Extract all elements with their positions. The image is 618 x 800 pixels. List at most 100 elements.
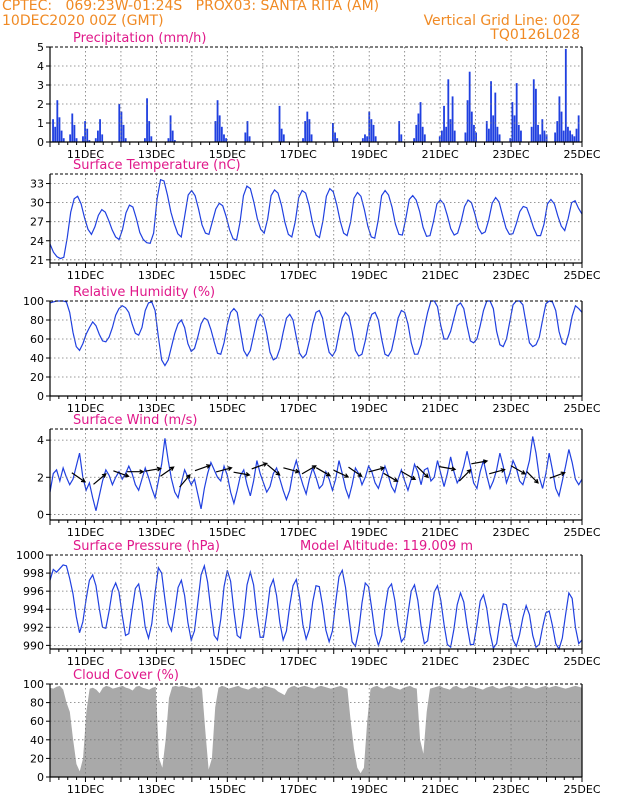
- precip-bar: [464, 132, 467, 142]
- precip-bar: [169, 115, 172, 142]
- precip-bar: [60, 130, 63, 142]
- precip-bar: [244, 132, 247, 142]
- precip-bar: [468, 71, 471, 142]
- wind-arrow: [266, 464, 281, 476]
- x-tick-label: 13DEC: [138, 655, 175, 668]
- precip-bar: [564, 48, 567, 142]
- precip-bar: [58, 117, 61, 142]
- precip-bar: [216, 100, 219, 142]
- precip-bar: [361, 138, 364, 142]
- wind-arrow: [549, 471, 566, 479]
- header-line1: CPTEC: 069:23W-01:24S PROX03: SANTA RITA…: [2, 0, 380, 14]
- precip-bar: [310, 134, 313, 142]
- x-tick-label: 19DEC: [351, 783, 388, 796]
- precip-bar: [374, 136, 377, 142]
- precip-bar: [171, 130, 174, 142]
- wind-arrow: [93, 473, 107, 485]
- y-tick-label: 21: [30, 254, 44, 267]
- precip-bar: [304, 121, 307, 142]
- precip-bar: [223, 134, 225, 142]
- x-tick-label: 23DEC: [493, 148, 530, 161]
- x-tick-label: 15DEC: [209, 269, 246, 282]
- panel-4: 0 2 4 11DEC 13DEC 15DEC 17DEC 19DEC 21DEC 23DEC 25…: [37, 413, 601, 539]
- precip-bar: [539, 134, 542, 142]
- x-tick-label: 11DEC: [67, 148, 104, 161]
- y-tick-label: 30: [30, 197, 44, 210]
- x-tick-label: 23DEC: [493, 269, 530, 282]
- y-tick-label: 0: [37, 390, 44, 403]
- x-tick-label: 15DEC: [209, 402, 246, 415]
- wind-arrow: [458, 468, 472, 482]
- precip-bar: [278, 105, 281, 142]
- x-tick-label: 19DEC: [351, 655, 388, 668]
- precip-bar: [99, 119, 101, 142]
- precip-bar: [97, 130, 99, 142]
- panel-title: Surface Temperature (nC): [73, 158, 241, 173]
- precip-bar: [530, 126, 533, 142]
- x-tick-label: 25DEC: [563, 526, 600, 539]
- y-tick-label: 60: [30, 715, 44, 728]
- x-tick-label: 19DEC: [351, 402, 388, 415]
- y-tick-label: 998: [23, 567, 44, 580]
- x-tick-label: 13DEC: [138, 783, 175, 796]
- precip-bar: [515, 83, 518, 142]
- precip-bar: [306, 111, 309, 142]
- x-tick-label: 23DEC: [493, 526, 530, 539]
- precip-bar: [423, 134, 426, 142]
- wind-arrow: [368, 466, 386, 473]
- precip-bar: [148, 121, 151, 142]
- y-tick-label: 20: [30, 371, 44, 384]
- precip-bar: [214, 121, 217, 142]
- precip-bar: [440, 130, 443, 142]
- wind-arrow: [179, 473, 191, 488]
- y-tick-label: 80: [30, 314, 44, 327]
- panel-3: 0 20 40 60 80 100 11DEC 13DEC 15DEC 17DEC 19DEC 21D…: [23, 285, 601, 415]
- precip-bar: [421, 126, 424, 142]
- y-tick-label: 994: [23, 603, 44, 616]
- precip-bar: [575, 128, 578, 142]
- y-tick-label: 3: [37, 79, 44, 92]
- precip-bar: [453, 130, 456, 142]
- precip-bar: [334, 132, 336, 142]
- x-tick-label: 17DEC: [280, 526, 317, 539]
- precip-bar: [280, 128, 283, 142]
- cloud-cover-area: [50, 685, 582, 777]
- y-tick-label: 996: [23, 585, 44, 598]
- x-tick-label: 15DEC: [209, 783, 246, 796]
- series-line: [49, 178, 583, 260]
- x-tick-label: 17DEC: [280, 655, 317, 668]
- wind-arrow: [333, 469, 350, 478]
- y-tick-label: 40: [30, 352, 44, 365]
- x-tick-label: 21DEC: [422, 783, 459, 796]
- precip-bar: [372, 124, 375, 142]
- precip-bar: [88, 140, 91, 142]
- wind-arrow: [144, 466, 162, 472]
- precip-bar: [492, 115, 495, 142]
- panel-5: 990 992 994 996 998 1000 11DEC 13DEC 15DEC 17DEC 1…: [16, 539, 601, 668]
- precip-bar: [71, 113, 74, 142]
- wind-arrow: [489, 468, 506, 475]
- precip-bar: [86, 128, 89, 142]
- y-tick-label: 2: [37, 471, 44, 484]
- precip-bar: [494, 92, 497, 142]
- precip-bar: [336, 138, 339, 142]
- precip-bar: [569, 130, 571, 142]
- x-tick-label: 25DEC: [563, 783, 600, 796]
- precip-bar: [282, 134, 285, 142]
- wind-arrow: [400, 470, 417, 481]
- x-tick-label: 21DEC: [422, 148, 459, 161]
- y-tick-label: 0: [37, 508, 44, 521]
- x-tick-label: 13DEC: [138, 148, 175, 161]
- x-tick-label: 11DEC: [67, 783, 104, 796]
- header-model-code: TQ0126L028: [490, 27, 580, 43]
- precip-bar: [225, 138, 228, 142]
- precip-bar: [370, 119, 373, 142]
- wind-arrow: [471, 459, 489, 465]
- panel-6: 0 20 40 60 80 100 11DEC 13DEC 15DEC 17DEC 19DEC 21D…: [23, 668, 601, 796]
- precip-bar: [490, 81, 492, 142]
- y-tick-label: 40: [30, 734, 44, 747]
- x-tick-label: 13DEC: [138, 402, 175, 415]
- precip-bar: [554, 132, 557, 142]
- wind-arrow: [113, 470, 130, 478]
- precip-bar: [94, 138, 97, 142]
